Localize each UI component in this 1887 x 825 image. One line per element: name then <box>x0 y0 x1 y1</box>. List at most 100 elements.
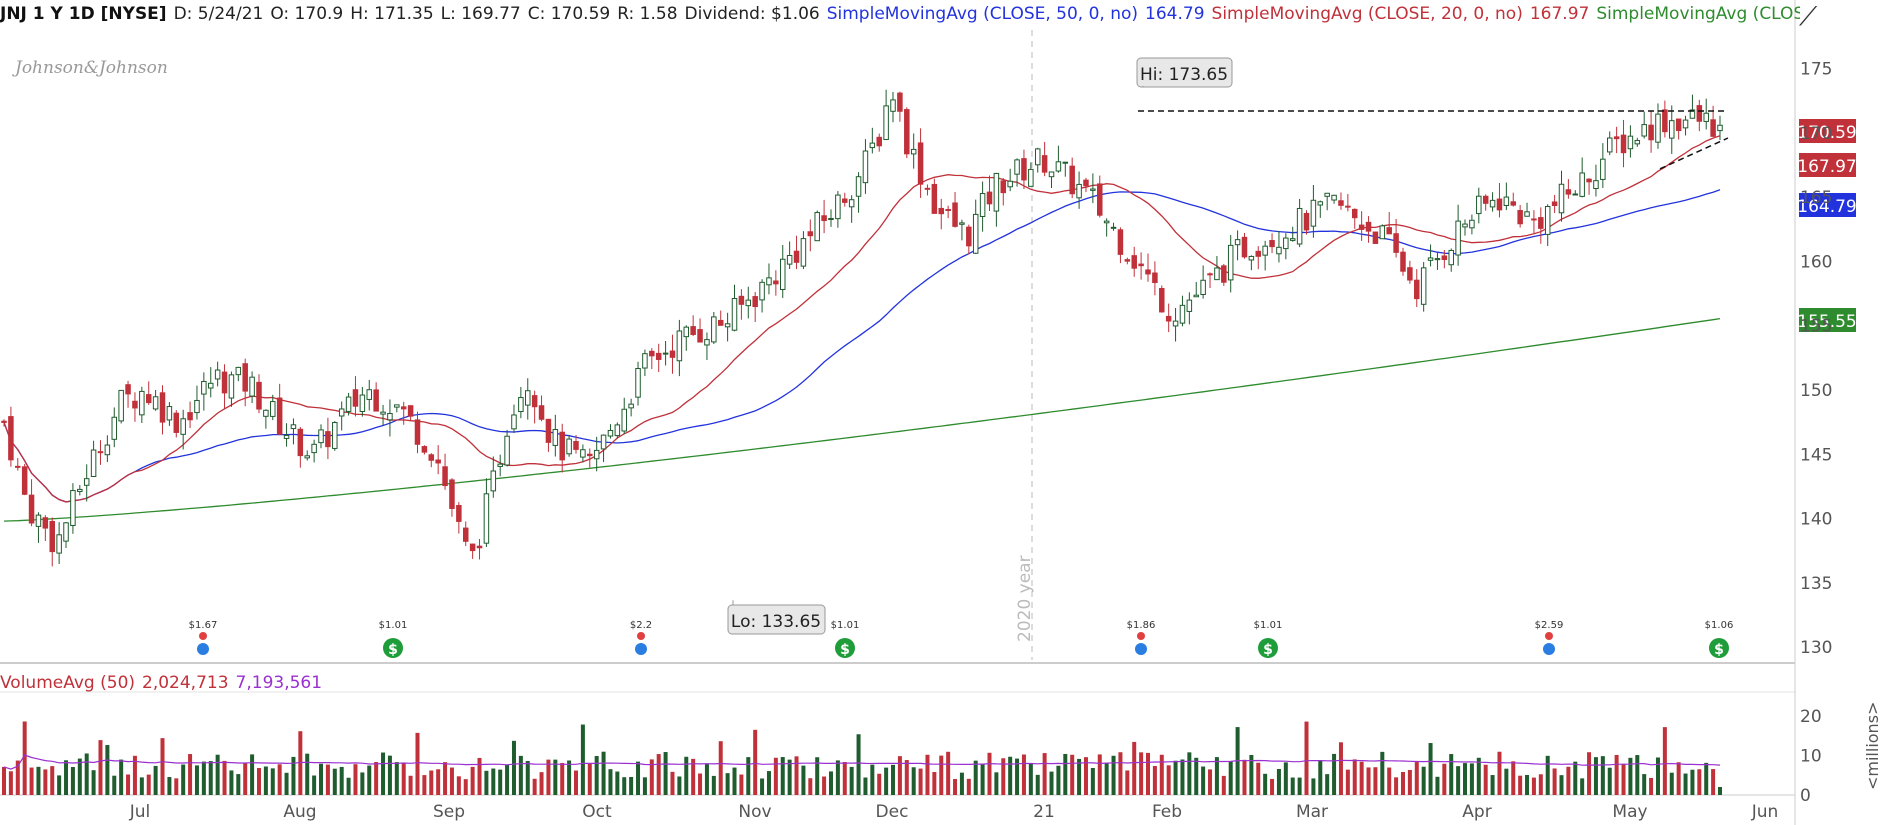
volume-bar <box>1338 742 1343 795</box>
volume-bar <box>1407 769 1412 795</box>
volume-bar <box>1580 778 1585 795</box>
candle-body <box>1103 220 1110 224</box>
candle-body <box>1503 196 1510 207</box>
volume-bar <box>1015 758 1020 795</box>
candle-body <box>835 194 841 220</box>
volume-bar <box>753 729 758 795</box>
candle-body <box>325 431 331 448</box>
volume-bar <box>456 776 461 795</box>
candle-body <box>462 527 469 542</box>
volume-bar <box>491 768 496 795</box>
volume-bar <box>601 751 606 795</box>
candle-body <box>125 384 131 395</box>
candle-body <box>1400 251 1406 272</box>
candle-body <box>1600 158 1606 180</box>
candle-body <box>111 416 118 440</box>
draw-tool-icon[interactable]: ⟋ <box>1799 2 1818 32</box>
candle-body <box>1510 201 1517 206</box>
volume-bar <box>64 760 69 795</box>
candle-body <box>1041 155 1048 173</box>
volume-bar <box>1097 754 1102 795</box>
candle-body <box>552 429 559 446</box>
volume-bar <box>1469 763 1474 795</box>
candle-body <box>600 434 607 450</box>
volume-bar <box>1483 764 1488 795</box>
candle-body <box>931 183 938 214</box>
candle-body <box>483 493 490 544</box>
candle-body <box>1097 183 1103 216</box>
candle-body <box>276 397 283 435</box>
candle-body <box>1138 263 1144 267</box>
candle-body <box>1331 194 1337 201</box>
candle-body <box>145 394 152 404</box>
volume-bar <box>828 771 833 795</box>
volume-bar <box>891 764 896 795</box>
candle-body <box>387 413 393 421</box>
volume-bar <box>1697 769 1702 795</box>
candle-body <box>814 212 820 242</box>
volume-bar <box>525 761 530 795</box>
sma50-path <box>3 189 1721 503</box>
candle-body <box>1159 288 1165 313</box>
volume-bar <box>201 761 206 795</box>
sma200-label[interactable]: SimpleMovingAvg (CLOSE,... <box>1596 4 1800 24</box>
candle-body <box>1152 272 1158 283</box>
volume-bar <box>1318 760 1323 795</box>
volume-tick-label: 10 <box>1800 746 1822 766</box>
candle-body <box>1028 168 1034 187</box>
volume-bar <box>953 779 958 795</box>
volume-bar <box>711 775 716 795</box>
candle-body <box>1262 245 1268 256</box>
candle-body <box>1255 250 1262 257</box>
volume-bar <box>222 760 227 795</box>
volume-bar <box>677 776 682 795</box>
volume-bar <box>1662 727 1667 795</box>
candle-body <box>421 446 428 453</box>
candle-body <box>1462 223 1468 228</box>
volume-bar <box>539 772 544 795</box>
volume-bar <box>1676 762 1681 795</box>
candle-body <box>1393 233 1399 253</box>
earnings-flag-icon <box>637 632 645 640</box>
price-badge <box>1799 193 1856 217</box>
volume-bar <box>1270 778 1275 795</box>
candle-body <box>828 218 834 221</box>
volume-bar <box>243 762 248 795</box>
volume-bar <box>1063 753 1068 795</box>
candle-body <box>442 466 448 487</box>
volume-bar <box>1463 763 1468 795</box>
volume-bar <box>1104 762 1109 795</box>
candle-body <box>1317 201 1324 206</box>
symbol-label[interactable]: JNJ 1 Y 1D [NYSE] <box>0 4 167 24</box>
candle-body <box>1414 279 1420 300</box>
candle-body <box>228 374 235 399</box>
sma20-label[interactable]: SimpleMovingAvg (CLOSE, 20, 0, no) <box>1211 4 1523 24</box>
candle-body <box>1310 199 1317 227</box>
volume-bar <box>1152 766 1157 795</box>
x-tick-label: May <box>1612 802 1647 822</box>
candle-body <box>1558 183 1565 214</box>
candle-body <box>1269 240 1275 248</box>
date-label: D: 5/24/21 <box>173 4 264 24</box>
candle-body <box>1641 124 1647 137</box>
candle-body <box>1448 249 1454 266</box>
sma50-label[interactable]: SimpleMovingAvg (CLOSE, 50, 0, no) <box>826 4 1139 24</box>
candle-body <box>1234 239 1241 246</box>
candle-body <box>786 255 793 265</box>
volume-bar <box>1276 768 1281 795</box>
candle-body <box>1207 273 1213 276</box>
candle-body <box>1586 178 1592 183</box>
price-tick-label: 150 <box>1800 381 1832 401</box>
volume-bar <box>615 771 620 795</box>
x-tick-label: Jul <box>129 802 151 822</box>
candle-body <box>1710 119 1716 137</box>
volume-bar <box>801 765 806 795</box>
volume-avg-label[interactable]: VolumeAvg (50) <box>0 673 136 693</box>
x-tick-label: Jun <box>1751 802 1779 822</box>
volume-bar <box>277 764 282 795</box>
volume-bar <box>160 738 165 795</box>
volume-bar <box>1669 772 1674 795</box>
volume-bar <box>636 761 641 795</box>
volume-bar <box>622 777 627 795</box>
